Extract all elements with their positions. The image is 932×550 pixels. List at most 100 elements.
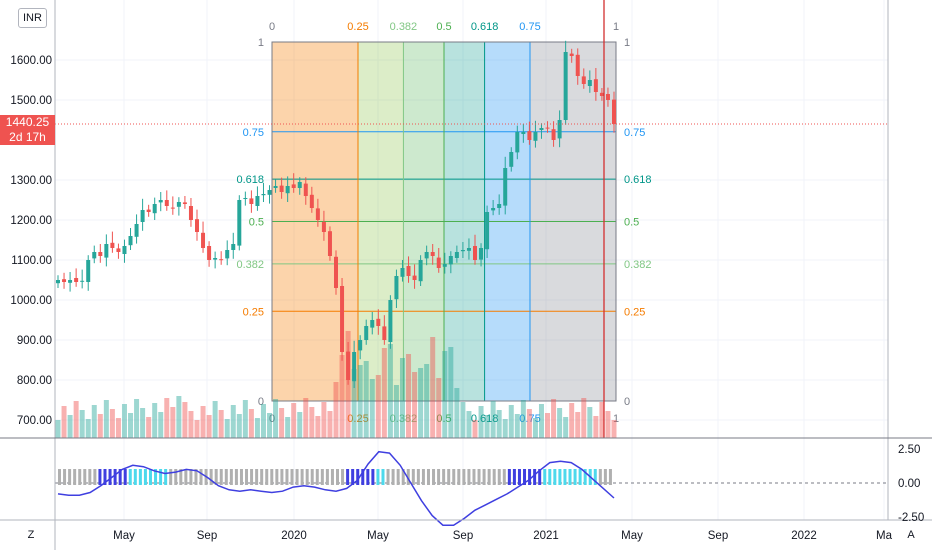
volume-bar [424,364,430,438]
volume-bar [611,420,617,438]
squeeze-histogram-bar [381,469,385,485]
squeeze-histogram-bar [573,469,577,485]
squeeze-histogram-bar [270,469,274,485]
volume-bar [61,406,67,438]
candle-body [388,300,393,342]
candle-body [152,204,157,214]
candle-body [176,202,181,207]
squeeze-histogram-bar [209,469,213,485]
candle-body [74,278,79,282]
candle-body [406,266,411,276]
volume-bar [387,344,393,438]
volume-bar [97,414,103,438]
auto-scale-button[interactable]: A [907,529,915,541]
fib-time-label-bottom: 0.5 [436,413,451,425]
volume-bar [236,414,242,438]
candle-body [134,224,139,237]
squeeze-histogram-bar [467,469,471,485]
candlestick-series [56,40,616,388]
candle-body [593,79,598,92]
volume-bar [472,420,478,438]
squeeze-histogram-bar [477,469,481,485]
candle-body [291,184,296,188]
candle-body [563,52,568,120]
candle-body [128,236,133,246]
volume-bar [218,410,224,438]
oscillator-tick-label: -2.50 [898,512,924,524]
squeeze-histogram-bar [118,469,122,485]
candle-body [261,194,266,196]
volume-bar [406,354,412,438]
squeeze-histogram-bar [63,469,67,485]
volume-bar [581,398,587,438]
candle-body [521,132,526,134]
fib-time-label-top: 0.382 [390,21,418,33]
currency-badge[interactable]: INR [18,8,47,28]
volume-bar [67,415,73,438]
squeeze-histogram-bar [325,469,329,485]
price-tick-label: 900.00 [17,335,52,347]
time-tick-label: Sep [197,530,217,542]
candle-body [448,256,453,265]
squeeze-histogram-bar [123,469,127,485]
candle-body [92,252,97,259]
volume-bar [327,411,333,438]
price-tick-label: 1000.00 [10,295,52,307]
fib-time-label-bottom: 0.25 [347,413,368,425]
volume-bar [212,401,218,438]
fib-time-label-top: 1 [613,21,619,33]
volume-bar [194,420,200,438]
fib-level-label-left: 0 [258,396,264,408]
candle-body [195,219,199,232]
candle-body [364,326,369,340]
candle-body [358,340,363,351]
volume-bar [502,419,508,438]
volume-bar [557,408,563,438]
volume-bar [285,417,291,438]
candle-body [273,186,278,188]
candle-body [110,242,115,248]
candle-body [442,264,447,267]
fib-level-label-left: 0.618 [236,174,264,186]
candle-body [279,185,284,192]
squeeze-histogram-bar [108,469,112,485]
volume-bar [418,368,424,438]
volume-bar [593,416,599,438]
candle-body [140,210,145,222]
volume-bar [436,378,442,438]
squeeze-histogram-bar [154,469,158,485]
candle-body [207,246,212,260]
candle-body [116,248,121,252]
candle-body [62,279,67,282]
squeeze-histogram-bar [386,469,390,485]
timezone-button[interactable]: Z [27,529,35,541]
candle-body [539,128,544,130]
candle-body [394,276,399,300]
squeeze-histogram-bar [295,469,299,485]
candle-body [533,132,538,141]
candle-body [551,129,556,140]
squeeze-histogram-bar [265,469,269,485]
candle-body [491,208,496,211]
fib-level-label-right: 1 [624,37,630,49]
squeeze-histogram-bar [593,469,597,485]
candle-body [56,280,60,284]
volume-bar [248,409,254,438]
volume-bar [55,420,61,438]
squeeze-histogram-bar [128,469,132,485]
volume-bar [478,406,484,438]
squeeze-histogram-bar [184,469,188,485]
time-tick-label: May [621,530,643,542]
volume-bar [412,372,418,438]
squeeze-histogram-bar [346,469,350,485]
fib-level-label-right: 0.382 [624,259,652,271]
squeeze-histogram-bar [548,469,552,485]
fib-level-label-left: 1 [258,37,264,49]
candle-body [545,127,550,129]
candle-body [460,250,465,252]
fib-time-label-top: 0.75 [519,21,540,33]
squeeze-histogram-bar [421,469,425,485]
candle-body [237,200,242,246]
